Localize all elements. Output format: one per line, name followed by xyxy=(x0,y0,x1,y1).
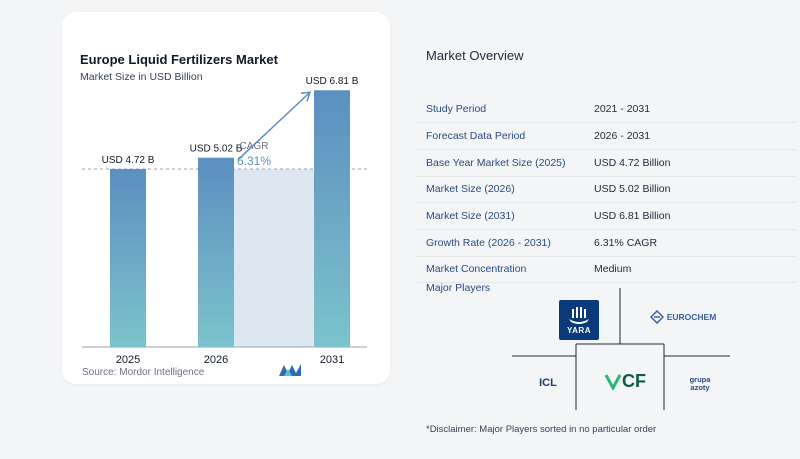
row-label: Forecast Data Period xyxy=(426,130,526,143)
table-row: Market Size (2026) USD 5.02 Billion xyxy=(416,176,796,203)
row-value: 6.31% CAGR xyxy=(594,236,658,249)
growth-area xyxy=(234,169,314,347)
table-row: Market Concentration Medium xyxy=(416,256,796,283)
tick-label-2031: 2031 xyxy=(320,354,344,366)
bar-2025 xyxy=(110,169,146,347)
row-value: 2021 - 2031 xyxy=(594,103,651,116)
chart-card: Europe Liquid Fertilizers Market Market … xyxy=(62,12,390,384)
icl-logo: ICL xyxy=(528,373,568,393)
metrics-table: Study Period 2021 - 2031 Forecast Data P… xyxy=(416,96,796,283)
tick-label-2025: 2025 xyxy=(116,354,140,366)
row-value: 2026 - 2031 xyxy=(594,130,651,143)
disclaimer: *Disclaimer: Major Players sorted in no … xyxy=(426,424,657,435)
market-overview-panel: Market Overview Study Period 2021 - 2031… xyxy=(416,12,796,452)
yara-logo-text: YARA xyxy=(567,326,591,335)
grupa-azoty-logo: grupa azoty xyxy=(680,372,720,396)
mordor-logo-icon xyxy=(279,364,301,376)
row-value: USD 4.72 Billion xyxy=(594,156,671,169)
row-value: USD 6.81 Billion xyxy=(594,210,671,223)
table-row: Forecast Data Period 2026 - 2031 xyxy=(416,123,796,150)
row-label: Market Size (2031) xyxy=(426,210,515,223)
row-value: USD 5.02 Billion xyxy=(594,183,671,196)
viking-ship-icon xyxy=(569,307,589,324)
row-value: Medium xyxy=(594,263,632,276)
tick-label-2026: 2026 xyxy=(204,354,228,366)
players-grid-lines xyxy=(512,288,730,410)
row-label: Market Concentration xyxy=(426,263,527,276)
cagr-label: CAGR xyxy=(240,141,269,152)
cf-emblem-icon xyxy=(604,374,622,390)
icl-logo-text: ICL xyxy=(539,377,557,389)
table-row: Market Size (2031) USD 6.81 Billion xyxy=(416,203,796,230)
grupa-logo-text: grupa xyxy=(689,375,711,384)
eurochem-logo-text: EUROCHEM xyxy=(666,312,717,322)
eurochem-emblem-icon xyxy=(649,310,664,324)
eurochem-logo: EUROCHEM xyxy=(638,306,728,328)
table-row: Base Year Market Size (2025) USD 4.72 Bi… xyxy=(416,149,796,177)
cf-logo: CF xyxy=(600,366,650,396)
data-label-2025: USD 4.72 B xyxy=(102,155,155,166)
bar-chart: USD 4.72 B 2025 USD 5.02 B 2026 USD 6.81 B 20… xyxy=(82,76,367,366)
azoty-logo-text: azoty xyxy=(690,383,710,392)
yara-logo: YARA xyxy=(559,300,599,340)
row-label: Growth Rate (2026 - 2031) xyxy=(426,236,551,249)
major-players-title: Major Players xyxy=(426,282,491,294)
data-label-2031: USD 6.81 B xyxy=(306,76,359,87)
overview-title: Market Overview xyxy=(426,48,524,63)
cagr-value: 6.31% xyxy=(237,154,271,168)
chart-subtitle: Market Size in USD Billion xyxy=(80,71,203,83)
bar-2026 xyxy=(198,157,234,347)
cagr-arrow-head xyxy=(300,91,312,102)
table-row: Study Period 2021 - 2031 xyxy=(416,96,796,123)
cf-logo-text: CF xyxy=(622,370,646,391)
bar-2031 xyxy=(314,90,350,347)
chart-title: Europe Liquid Fertilizers Market xyxy=(80,52,278,67)
data-label-2026: USD 5.02 B xyxy=(190,144,243,155)
table-row: Growth Rate (2026 - 2031) 6.31% CAGR xyxy=(416,229,796,257)
source-label: Source: Mordor Intelligence xyxy=(82,367,205,378)
cagr-arrow-line xyxy=(237,91,311,161)
row-label: Base Year Market Size (2025) xyxy=(426,156,566,169)
row-label: Market Size (2026) xyxy=(426,183,515,196)
row-label: Study Period xyxy=(426,103,487,116)
